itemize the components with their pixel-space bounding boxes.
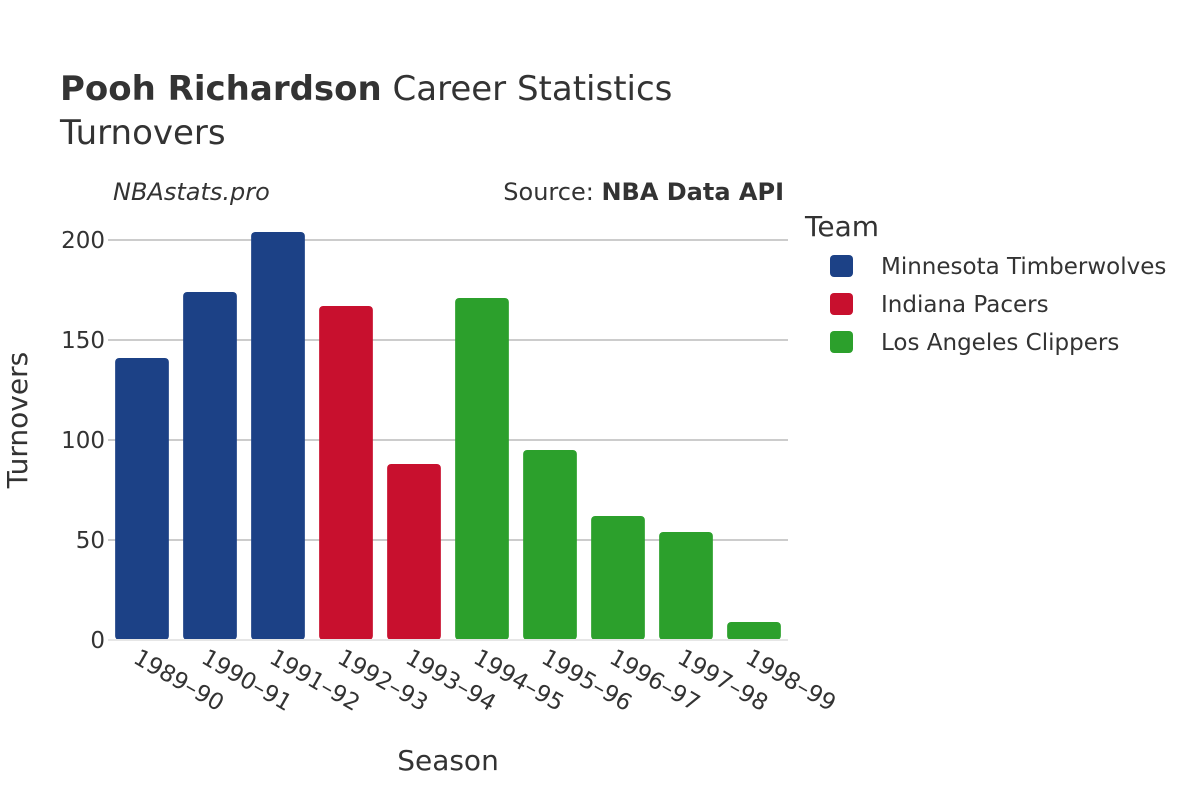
y-tick-labels: 0 50 100 150 200: [61, 228, 105, 654]
chart-title-player: Pooh Richardson: [60, 69, 382, 109]
bar-1990–91: [183, 292, 237, 640]
chart-subtitle: Turnovers: [59, 113, 226, 153]
legend-item[interactable]: Los Angeles Clippers: [830, 330, 1119, 356]
legend-title: Team: [804, 210, 879, 243]
y-axis-title: Turnovers: [1, 352, 34, 489]
source-text: Source: NBA Data API: [503, 178, 784, 206]
chart-title-rest: Career Statistics: [382, 69, 673, 109]
x-tick-labels: 1989–901990–911991–921992–931993–941994–…: [129, 645, 840, 717]
bar-1994–95: [455, 298, 509, 640]
source-name: NBA Data API: [601, 178, 784, 206]
bars: [115, 232, 781, 640]
bar-1995–96: [523, 450, 577, 640]
source-prefix: Source:: [503, 178, 601, 206]
y-tick-label: 150: [61, 328, 105, 354]
legend-swatch: [830, 293, 853, 315]
bar-1991–92: [251, 232, 305, 640]
legend: Minnesota Timberwolves Indiana Pacers Los …: [830, 254, 1166, 356]
legend-swatch: [830, 331, 853, 353]
y-tick-label: 200: [61, 228, 105, 254]
bar-1998–99: [727, 622, 781, 640]
bar-1993–94: [387, 464, 441, 640]
bar-1996–97: [591, 516, 645, 640]
legend-swatch: [830, 255, 853, 277]
y-tick-label: 100: [61, 428, 105, 454]
legend-item[interactable]: Indiana Pacers: [830, 292, 1049, 318]
legend-label: Los Angeles Clippers: [881, 330, 1119, 356]
x-axis-title: Season: [397, 744, 499, 777]
bar-1997–98: [659, 532, 713, 640]
legend-label: Minnesota Timberwolves: [881, 254, 1166, 280]
y-tick-label: 50: [76, 528, 105, 554]
legend-label: Indiana Pacers: [881, 292, 1049, 318]
bar-1989–90: [115, 358, 169, 640]
y-tick-label: 0: [90, 628, 105, 654]
legend-item[interactable]: Minnesota Timberwolves: [830, 254, 1166, 280]
watermark-text: NBAstats.pro: [113, 178, 270, 206]
bar-1992–93: [319, 306, 373, 640]
chart-title: Pooh Richardson Career Statistics: [60, 69, 672, 109]
